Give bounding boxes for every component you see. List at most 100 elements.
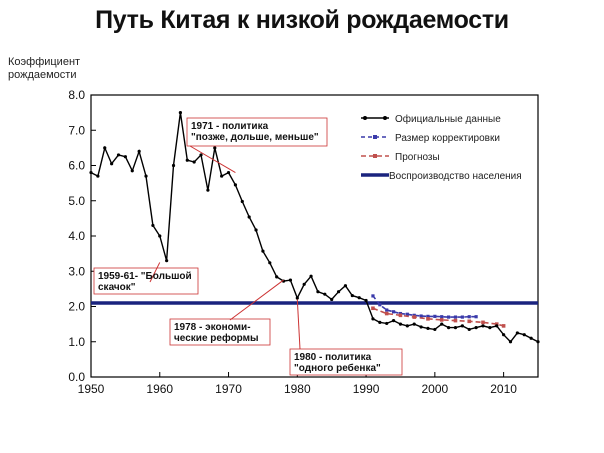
legend-item: Воспроизводство населения — [361, 171, 522, 182]
official-point — [508, 340, 513, 344]
legend-item: Официальные данные — [361, 113, 501, 125]
annotation-text: "одного ребенка" — [294, 362, 381, 374]
official-point — [440, 322, 444, 326]
official-point — [199, 153, 203, 157]
adjusted-point — [460, 315, 464, 319]
adjusted-point — [467, 315, 471, 319]
annotation-text: ческие реформы — [174, 332, 259, 344]
official-point — [144, 174, 148, 178]
official-point — [426, 326, 430, 330]
official-point — [165, 259, 169, 263]
official-point — [137, 149, 141, 153]
official-point — [116, 153, 121, 157]
annotation-text: скачок" — [98, 282, 136, 293]
y-axis-label-line: Коэффициент — [8, 56, 81, 68]
official-point — [502, 333, 506, 337]
adjusted-point — [453, 315, 458, 319]
official-point — [192, 160, 196, 164]
x-tick-label: 1970 — [215, 382, 242, 396]
forecast-point — [426, 317, 430, 321]
official-point — [330, 297, 334, 302]
official-point — [371, 317, 375, 321]
forecast-point — [398, 313, 403, 318]
official-point — [309, 274, 313, 278]
official-point — [220, 174, 224, 178]
adjusted-point — [440, 315, 444, 319]
official-point — [213, 146, 217, 150]
legend-marker — [383, 116, 387, 120]
forecast-point — [494, 322, 499, 326]
annotations-layer: 1971 - политика"позже, дольше, меньше"19… — [93, 117, 403, 376]
official-point — [336, 290, 341, 294]
x-tick-label: 1980 — [284, 382, 311, 396]
adjusted-point — [378, 303, 382, 307]
forecast-point — [371, 306, 375, 311]
annotation-text: 1978 - экономи- — [174, 322, 251, 333]
legend: Официальные данные Размер корректировки Пр… — [361, 113, 522, 182]
official-point — [522, 333, 526, 337]
official-point — [185, 158, 189, 162]
annotation-box — [289, 348, 403, 376]
legend-label: Официальные данные — [395, 113, 501, 125]
official-point — [247, 215, 251, 219]
forecast-point — [412, 315, 417, 319]
y-tick-label: 5.0 — [68, 194, 85, 208]
annotation-text: "позже, дольше, меньше" — [191, 132, 319, 143]
annotation-text: 1980 - политика — [294, 352, 372, 363]
annotation-callout: 1980 - политика"одного ребенка" — [289, 299, 403, 376]
official-point — [110, 162, 114, 166]
official-point — [254, 228, 258, 232]
official-point — [378, 320, 382, 324]
forecast-point — [467, 319, 472, 324]
forecast-point — [501, 324, 506, 328]
official-point — [419, 325, 423, 329]
official-point — [460, 324, 464, 328]
official-point — [96, 174, 100, 178]
legend-label: Размер корректировки — [395, 133, 500, 144]
official-point — [171, 163, 176, 168]
y-tick-label: 6.0 — [68, 159, 85, 173]
chart-title: Путь Китая к низкой рождаемости — [95, 6, 509, 34]
official-point — [447, 326, 451, 330]
annotation-leader-line — [296, 299, 301, 350]
official-point — [364, 298, 368, 303]
series-line-adjusted — [372, 295, 477, 318]
annotation-box — [169, 318, 271, 346]
annotation-box — [93, 267, 199, 295]
y-axis-label: Коэффициент рождаемости — [8, 56, 80, 82]
adjusted-point — [391, 310, 396, 314]
y-axis-label-line: рождаемости — [8, 69, 77, 81]
forecast-point — [481, 320, 485, 325]
official-point — [515, 331, 519, 335]
legend-marker — [373, 135, 377, 139]
official-point — [288, 278, 293, 282]
annotation-leader-line — [229, 279, 284, 321]
forecast-point — [384, 311, 389, 316]
official-point — [343, 284, 348, 288]
forecast-point — [453, 318, 458, 323]
official-point — [240, 199, 244, 204]
x-tick-label: 1990 — [353, 382, 380, 396]
official-point — [261, 249, 265, 253]
official-point — [206, 188, 210, 192]
official-point — [488, 326, 492, 330]
annotation-text: 1959-61- "Большой — [98, 271, 192, 282]
x-tick-label: 1960 — [146, 382, 173, 396]
y-tick-label: 3.0 — [68, 264, 85, 278]
official-point — [398, 322, 403, 326]
official-point — [226, 170, 231, 175]
legend-label: Прогнозы — [395, 152, 440, 163]
official-point — [103, 146, 107, 150]
y-tick-label: 4.0 — [68, 229, 85, 243]
official-point — [453, 326, 458, 330]
annotation-callout: 1978 - экономи-ческие реформы — [169, 279, 284, 346]
legend-marker — [363, 116, 367, 120]
official-point — [323, 292, 327, 296]
official-point — [151, 223, 155, 228]
official-point — [357, 296, 361, 300]
adjusted-point — [371, 294, 375, 298]
official-point — [275, 275, 279, 279]
official-point — [268, 261, 272, 265]
